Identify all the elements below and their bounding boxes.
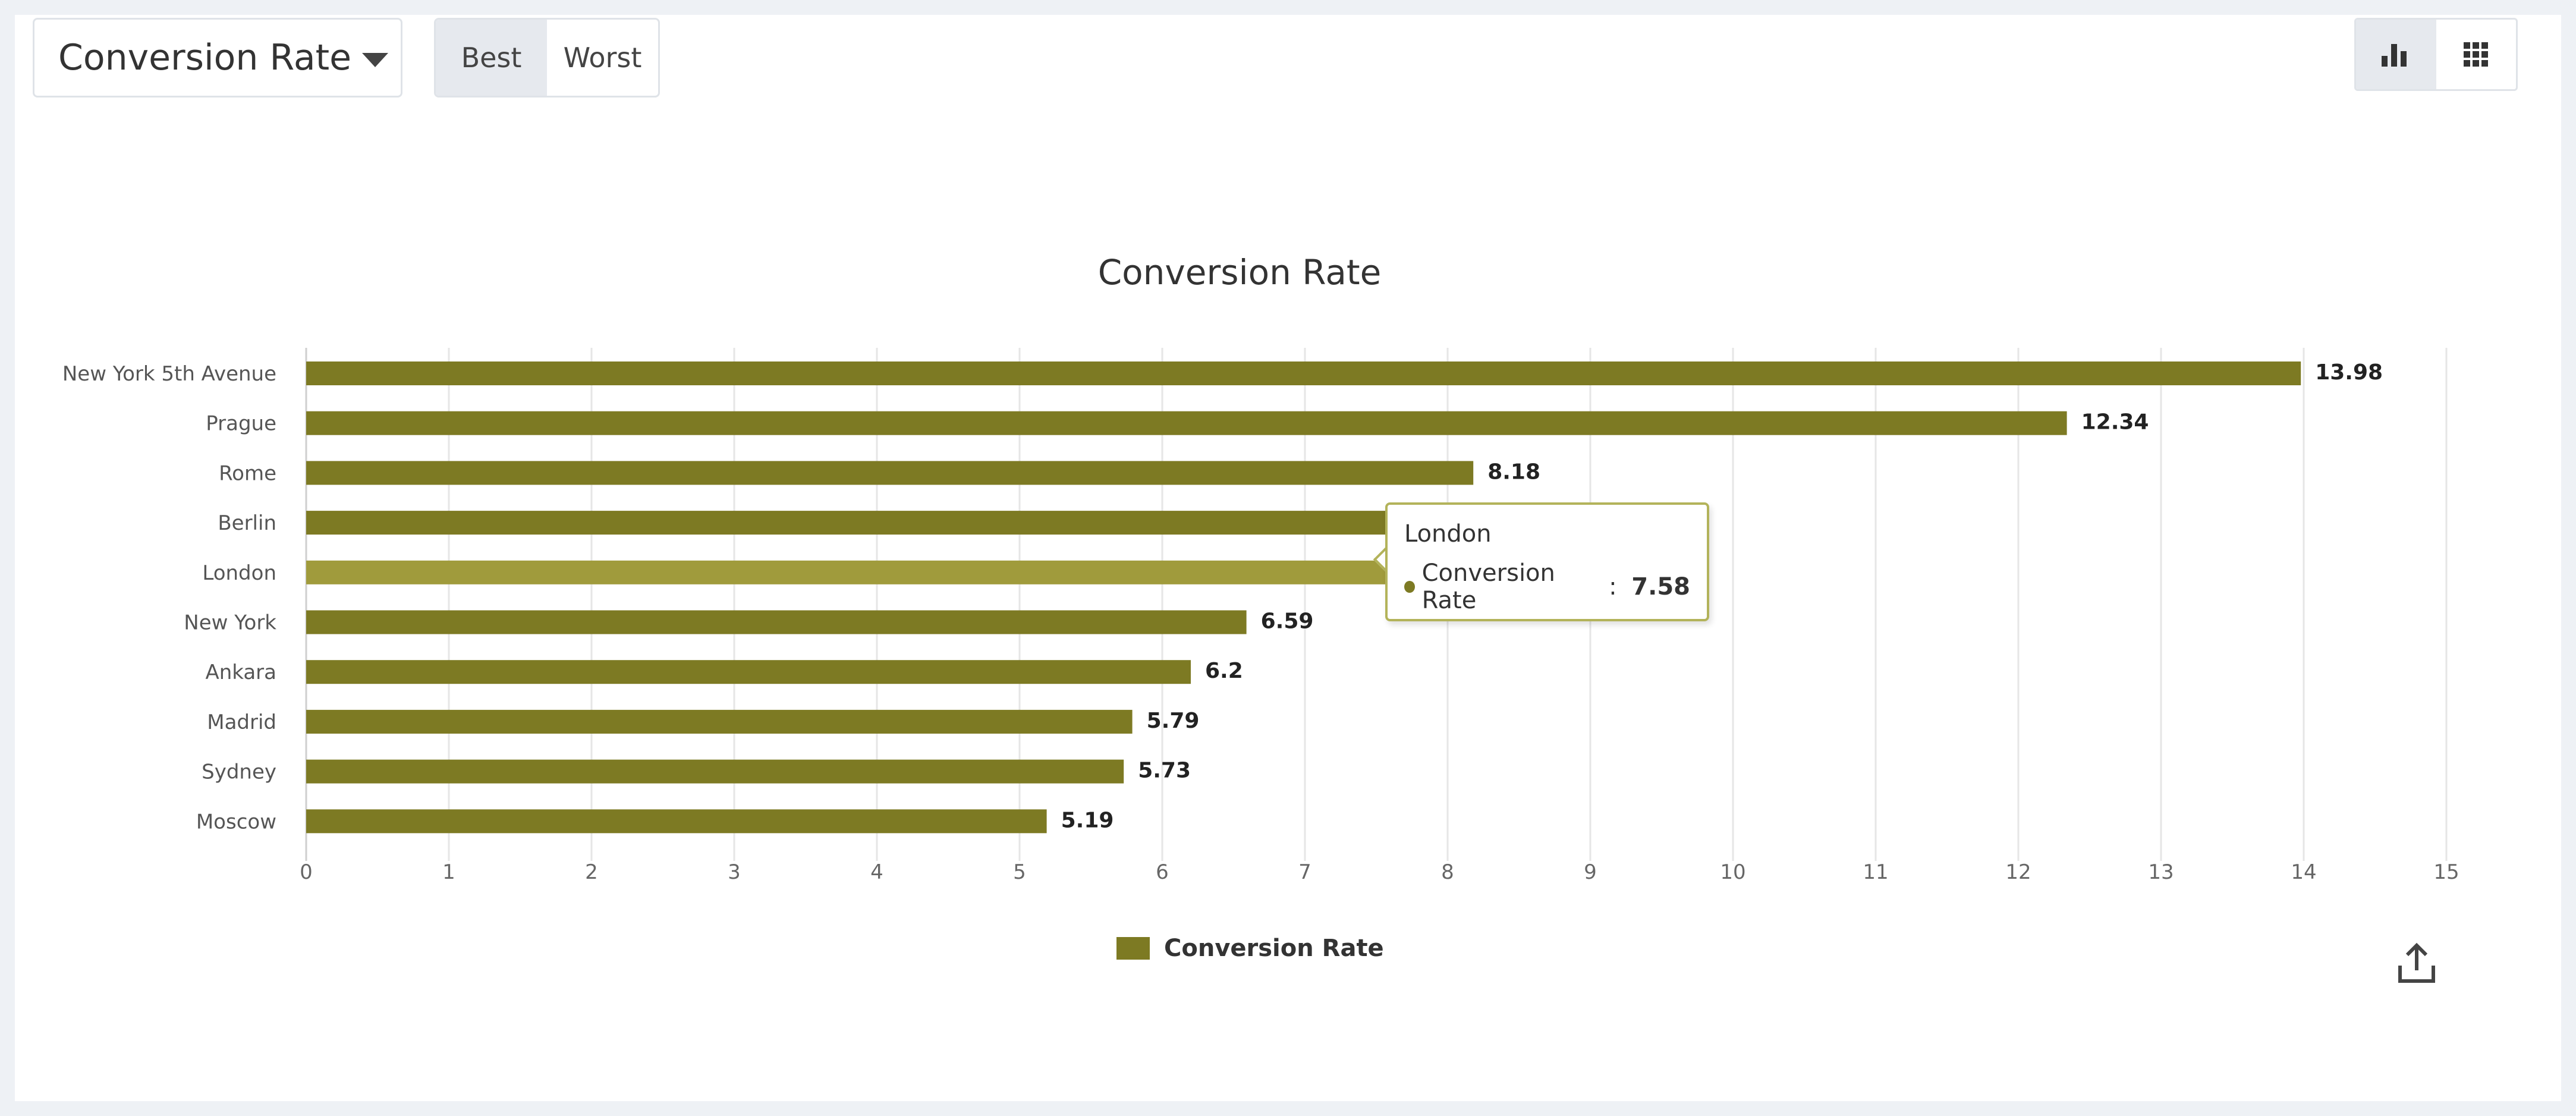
- category-label: New York: [184, 611, 276, 635]
- bar[interactable]: [306, 411, 2067, 435]
- metric-dropdown-label: Conversion Rate: [58, 37, 352, 78]
- data-label: 13.98: [2315, 360, 2383, 385]
- bar[interactable]: [306, 759, 1124, 784]
- data-label: 6.2: [1205, 659, 1243, 683]
- best-worst-toggle: Best Worst: [434, 18, 660, 98]
- legend-label: Conversion Rate: [1164, 935, 1384, 962]
- x-tick-label: 2: [585, 860, 598, 884]
- category-label: Berlin: [218, 511, 276, 535]
- worst-button[interactable]: Worst: [563, 42, 642, 74]
- bar-chart-view-button[interactable]: [2356, 20, 2436, 89]
- x-tick-label: 9: [1584, 860, 1597, 884]
- x-tick-label: 3: [728, 860, 741, 884]
- caret-down-icon: [362, 53, 389, 67]
- category-label: Ankara: [205, 661, 276, 684]
- data-label: 5.73: [1138, 759, 1191, 783]
- legend-item[interactable]: Conversion Rate: [1116, 935, 1384, 962]
- data-label: 12.34: [2081, 410, 2149, 435]
- category-label: Moscow: [196, 810, 276, 834]
- x-tick-label: 1: [442, 860, 455, 884]
- tooltip-value: 7.58: [1631, 573, 1690, 601]
- x-tick-label: 13: [2148, 860, 2174, 884]
- tooltip: London Conversion Rate : 7.58: [1385, 502, 1709, 621]
- category-label: Prague: [206, 412, 276, 436]
- bar[interactable]: [306, 709, 1133, 734]
- bar[interactable]: [306, 511, 1408, 535]
- category-label: Sydney: [202, 760, 276, 784]
- category-label: New York 5th Avenue: [62, 362, 276, 386]
- export-icon: [2398, 942, 2435, 983]
- data-label: 6.59: [1261, 609, 1314, 634]
- tooltip-series-name: Conversion Rate: [1421, 559, 1555, 614]
- x-tick-label: 11: [1863, 860, 1888, 884]
- x-tick-label: 4: [870, 860, 883, 884]
- chart-title: Conversion Rate: [1098, 252, 1382, 293]
- category-label: Madrid: [207, 711, 276, 734]
- x-tick-label: 5: [1013, 860, 1026, 884]
- bar[interactable]: [306, 560, 1388, 584]
- best-button[interactable]: Best: [436, 20, 547, 96]
- x-tick-label: 14: [2291, 860, 2316, 884]
- x-tick-label: 12: [2005, 860, 2031, 884]
- bar[interactable]: [306, 809, 1047, 834]
- bar[interactable]: [306, 660, 1191, 684]
- category-label: Rome: [219, 461, 276, 485]
- bar-chart-icon: [2382, 43, 2407, 67]
- tooltip-title: London: [1404, 520, 1492, 548]
- tooltip-separator: :: [1601, 573, 1625, 601]
- x-tick-label: 0: [300, 860, 313, 884]
- metric-dropdown[interactable]: Conversion Rate: [33, 18, 402, 98]
- grid-icon: [2463, 42, 2488, 67]
- tooltip-series-dot: [1404, 581, 1415, 593]
- bar[interactable]: [306, 610, 1247, 634]
- x-tick-label: 15: [2433, 860, 2459, 884]
- chart-panel: [15, 15, 2561, 1101]
- category-label: London: [202, 561, 276, 585]
- data-label: 5.19: [1061, 808, 1114, 832]
- x-tick-label: 7: [1298, 860, 1311, 884]
- bar[interactable]: [306, 461, 1474, 485]
- x-tick-label: 6: [1156, 860, 1169, 884]
- export-button[interactable]: [2393, 939, 2440, 987]
- view-toggle: [2354, 18, 2518, 91]
- x-tick-label: 8: [1441, 860, 1454, 884]
- legend-swatch: [1116, 937, 1150, 960]
- data-label: 8.18: [1487, 460, 1540, 484]
- x-tick-label: 10: [1720, 860, 1745, 884]
- bar[interactable]: [306, 361, 2301, 385]
- data-label: 5.79: [1147, 709, 1200, 733]
- grid-view-button[interactable]: [2436, 20, 2517, 89]
